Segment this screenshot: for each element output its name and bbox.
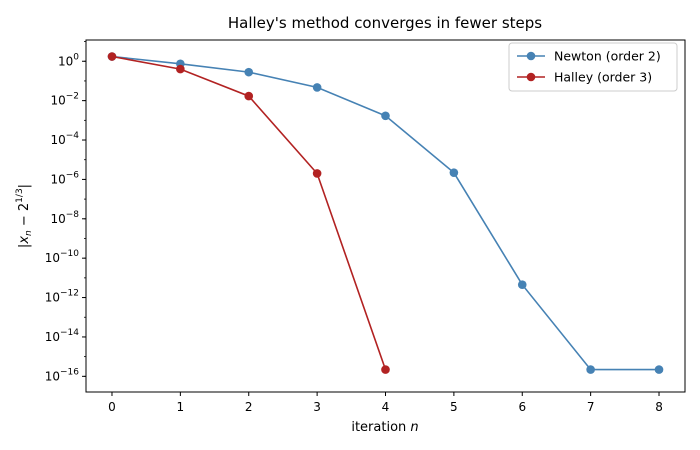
series-0-point-4 xyxy=(381,111,390,121)
chart-title: Halley's method converges in fewer steps xyxy=(228,14,542,32)
y-tick-label-2: 10−4 xyxy=(50,131,79,147)
plot-frame xyxy=(85,39,686,393)
x-tick-label-7: 7 xyxy=(587,400,595,414)
legend-marker-0 xyxy=(526,51,536,61)
x-axis: 0 1 2 3 4 5 6 7 8 xyxy=(108,392,663,414)
y-tick-label-3: 10−6 xyxy=(50,170,79,186)
series-1-point-3 xyxy=(312,169,322,178)
series-line-0 xyxy=(111,55,660,371)
series-0-point-7 xyxy=(586,365,595,374)
x-tick-label-1: 1 xyxy=(177,400,185,414)
legend: Newton (order 2) Halley (order 3) xyxy=(508,42,678,92)
x-tick-label-3: 3 xyxy=(313,400,321,414)
x-tick-label-2: 2 xyxy=(245,400,253,414)
x-tick-label-6: 6 xyxy=(518,400,526,414)
legend-marker-1 xyxy=(526,72,536,82)
y-axis: 100 10−2 10−4 10−6 10−8 10−10 10−12 10−14 10−16 xyxy=(45,41,86,383)
y-tick-label-5: 10−10 xyxy=(45,249,80,265)
series-0-point-3 xyxy=(312,83,322,92)
svg-text:|xn − 21/3|: |xn − 21/3| xyxy=(15,184,34,248)
y-tick-label-8: 10−16 xyxy=(45,367,80,383)
y-tick-label-7: 10−14 xyxy=(45,328,80,344)
y-tick-label-1: 10−2 xyxy=(50,92,79,108)
x-axis-label: iteration n xyxy=(351,420,418,435)
y-axis-label: |xn − 21/3| xyxy=(15,184,34,248)
x-tick-label-5: 5 xyxy=(450,400,458,414)
series-0-point-6 xyxy=(517,280,527,289)
x-tick-label-0: 0 xyxy=(108,400,116,414)
y-tick-label-6: 10−12 xyxy=(45,289,79,305)
series-1-point-0 xyxy=(107,52,117,61)
y-tick-label-4: 10−8 xyxy=(50,210,79,226)
y-tick-label-0: 100 xyxy=(58,52,79,68)
x-tick-label-4: 4 xyxy=(382,400,390,414)
series-line-1 xyxy=(111,55,387,370)
legend-label-1: Halley (order 3) xyxy=(554,70,652,85)
series-1-point-1 xyxy=(176,64,185,74)
legend-label-0: Newton (order 2) xyxy=(554,49,661,64)
series-0-point-2 xyxy=(244,67,254,77)
series-0-point-8 xyxy=(654,365,664,374)
x-tick-label-8: 8 xyxy=(655,400,663,414)
legend-box xyxy=(508,42,678,92)
series-1-point-4 xyxy=(381,365,390,374)
plot-area xyxy=(107,52,664,374)
series-0-point-5 xyxy=(449,168,459,177)
series-1-point-2 xyxy=(244,91,254,101)
